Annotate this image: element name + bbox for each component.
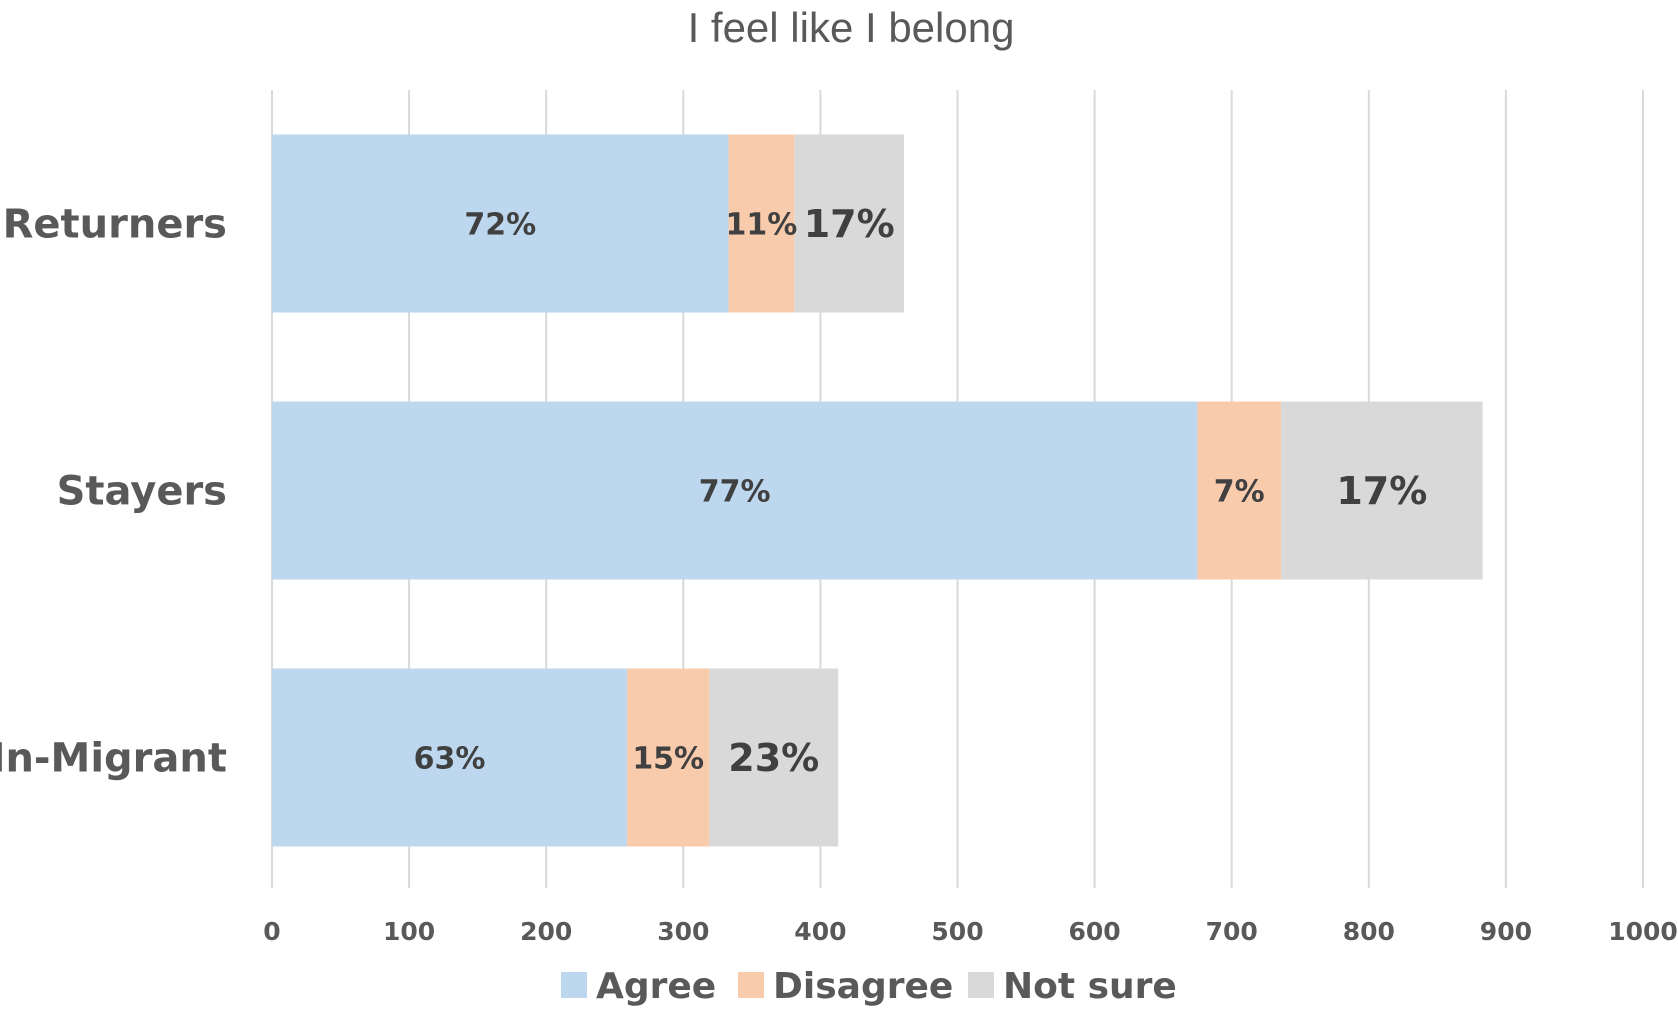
bar-segment [272,134,729,313]
bars [272,134,1483,847]
category-label: Stayers [57,469,227,515]
data-label: 63% [414,741,486,776]
x-tick-label: 600 [1069,917,1121,946]
x-tick-label: 700 [1206,917,1258,946]
legend-swatch [738,972,764,998]
category-label: In-Migrant [0,736,227,782]
data-label: 17% [1336,469,1427,513]
legend-swatch [561,972,587,998]
x-tick-label: 900 [1480,917,1532,946]
data-label: 23% [728,736,819,780]
bar-segment [709,668,839,847]
x-tick-label: 200 [520,917,572,946]
bar-segment [1281,401,1483,580]
legend: Agree Disagree Not sure [561,966,1177,1007]
bar-segment [728,134,795,313]
value-axis: 0 100 200 300 400 500 600 700 800 900 1000 [263,917,1678,946]
x-tick-label: 400 [794,917,846,946]
data-labels: 72% 11% 17%77% 7% 17%63% 15% 23% [414,202,1428,780]
chart-title: I feel like I belong [688,4,1015,51]
category-axis: Returners Stayers In-Migrant [0,202,227,782]
data-label: 72% [464,207,536,242]
category-label: Returners [3,202,227,248]
bar-segment [1197,401,1282,580]
data-label: 7% [1214,474,1265,509]
data-label: 17% [804,202,895,246]
legend-label: Disagree [773,966,953,1007]
x-tick-label: 1000 [1608,917,1678,946]
data-label: 77% [699,474,771,509]
bar-segment [272,668,628,847]
x-tick-label: 300 [657,917,709,946]
x-tick-label: 500 [931,917,983,946]
bar-segment [794,134,905,313]
data-label: 11% [726,207,798,242]
x-tick-label: 800 [1343,917,1395,946]
legend-label: Agree [596,966,716,1007]
x-tick-label: 100 [383,917,435,946]
x-tick-label: 0 [263,917,280,946]
bar-segment [627,668,710,847]
legend-label: Not sure [1003,966,1177,1007]
data-label: 15% [632,741,704,776]
legend-swatch [968,972,994,998]
bar-segment [272,401,1198,580]
